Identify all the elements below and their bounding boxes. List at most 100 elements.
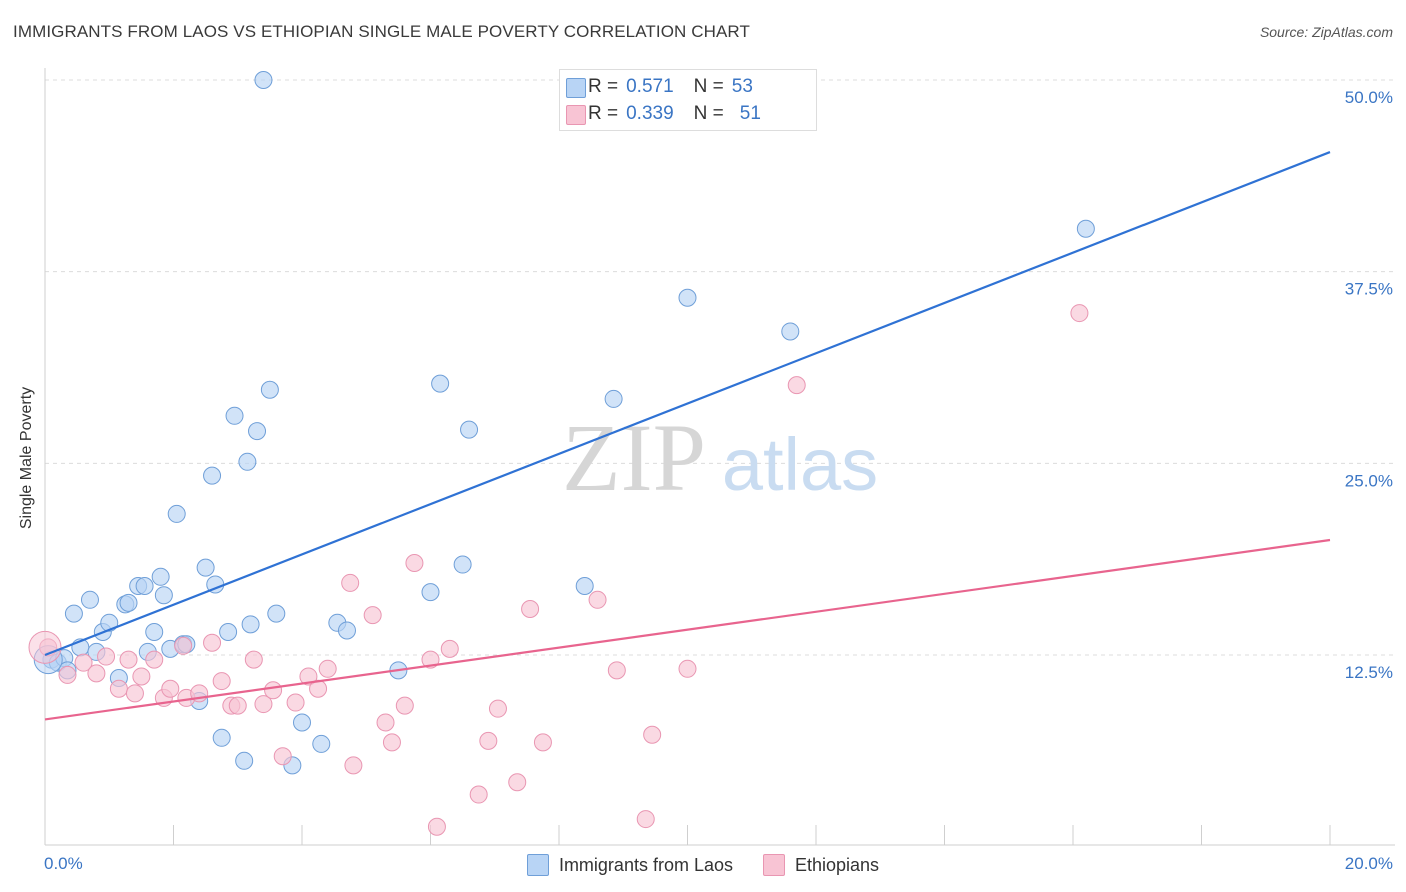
data-point-ethiopians xyxy=(376,713,395,732)
legend-row-laos: R = 0.571 N = 53 xyxy=(566,75,753,99)
data-point-laos xyxy=(225,406,244,425)
data-point-laos xyxy=(248,422,267,441)
legend-n-label: N = xyxy=(693,103,724,124)
data-point-ethiopians xyxy=(299,667,318,686)
data-point-ethiopians xyxy=(286,693,305,712)
data-point-laos xyxy=(678,288,697,307)
data-point-ethiopians xyxy=(87,664,106,683)
data-point-laos xyxy=(453,555,472,574)
data-point-ethiopians xyxy=(58,665,77,684)
data-point-ethiopians xyxy=(318,659,337,678)
data-point-laos xyxy=(212,728,231,747)
data-point-ethiopians xyxy=(421,650,440,669)
data-point-ethiopians xyxy=(1070,304,1089,323)
data-point-ethiopians xyxy=(74,653,93,672)
series-legend: Immigrants from Laos Ethiopians xyxy=(0,852,1406,878)
legend-row-ethiopians: R = 0.339 N = 51 xyxy=(566,102,761,126)
data-point-ethiopians xyxy=(521,600,540,619)
data-point-ethiopians xyxy=(508,773,527,792)
series-ethiopians-points xyxy=(28,304,1089,836)
data-point-laos xyxy=(575,577,594,596)
legend-r-value: 0.339 xyxy=(626,103,674,124)
data-point-laos xyxy=(431,374,450,393)
data-point-ethiopians xyxy=(678,659,697,678)
data-point-ethiopians xyxy=(109,679,128,698)
y-tick-label: 37.5% xyxy=(1345,280,1393,299)
x-tick-label: 0.0% xyxy=(44,854,83,873)
data-point-ethiopians xyxy=(132,667,151,686)
legend-swatch-ethiopians xyxy=(763,854,785,876)
data-point-ethiopians xyxy=(145,650,164,669)
data-point-ethiopians xyxy=(344,756,363,775)
data-point-ethiopians xyxy=(643,725,662,744)
data-point-laos xyxy=(260,380,279,399)
data-point-laos xyxy=(241,615,260,634)
chart-title: IMMIGRANTS FROM LAOS VS ETHIOPIAN SINGLE… xyxy=(13,22,750,41)
x-tick-label: 20.0% xyxy=(1345,854,1393,873)
stats-legend: R = 0.571 N = 53 R = 0.339 N = 51 xyxy=(559,69,817,131)
data-point-laos xyxy=(235,751,254,770)
data-point-ethiopians xyxy=(607,661,626,680)
data-point-laos xyxy=(604,389,623,408)
axes xyxy=(44,68,1395,846)
data-point-ethiopians xyxy=(363,606,382,625)
legend-n-value: 53 xyxy=(731,76,753,97)
legend-swatch-laos xyxy=(566,78,586,98)
data-point-ethiopians xyxy=(341,573,360,592)
data-point-ethiopians xyxy=(161,679,180,698)
tick-labels: 12.5% 25.0% 37.5% 50.0% 0.0% 20.0% xyxy=(44,88,1393,873)
data-point-ethiopians xyxy=(264,681,283,700)
data-point-laos xyxy=(293,713,311,732)
data-point-ethiopians xyxy=(636,810,655,829)
data-point-laos xyxy=(203,466,222,485)
data-point-ethiopians xyxy=(427,817,446,836)
y-tick-label: 12.5% xyxy=(1345,663,1393,682)
legend-item-laos: Immigrants from Laos xyxy=(526,854,733,876)
data-point-ethiopians xyxy=(228,696,247,715)
data-point-laos xyxy=(196,558,215,577)
legend-r-label: R = xyxy=(588,76,619,97)
data-point-ethiopians xyxy=(479,731,498,750)
data-point-laos xyxy=(421,583,440,602)
y-tick-label: 50.0% xyxy=(1345,88,1393,107)
legend-swatch-laos xyxy=(526,854,549,876)
data-point-ethiopians xyxy=(203,633,222,652)
data-point-laos xyxy=(781,322,800,341)
data-point-laos xyxy=(219,623,238,642)
data-point-ethiopians xyxy=(395,696,414,715)
data-point-laos xyxy=(460,420,479,439)
legend-swatch-ethiopians xyxy=(566,105,586,125)
data-point-ethiopians xyxy=(440,639,459,658)
legend-r-label: R = xyxy=(588,103,619,124)
series-laos-points xyxy=(33,71,1095,775)
legend-r-value: 0.571 xyxy=(626,76,674,97)
trend-lines xyxy=(44,151,1331,721)
data-point-laos xyxy=(238,452,257,471)
data-point-laos xyxy=(267,604,286,623)
data-point-laos xyxy=(312,734,331,753)
data-point-ethiopians xyxy=(28,630,62,664)
data-point-laos xyxy=(1076,219,1095,238)
data-point-ethiopians xyxy=(273,747,292,766)
data-point-laos xyxy=(80,590,99,609)
data-point-ethiopians xyxy=(405,554,424,573)
legend-label-laos: Immigrants from Laos xyxy=(558,854,733,875)
trend-line-laos xyxy=(44,151,1331,657)
data-point-ethiopians xyxy=(212,672,231,691)
data-point-laos xyxy=(254,71,273,89)
data-point-ethiopians xyxy=(254,695,273,714)
data-point-ethiopians xyxy=(244,650,263,669)
data-point-ethiopians xyxy=(469,785,488,804)
trend-line-ethiopians xyxy=(44,538,1331,721)
data-point-laos xyxy=(151,567,170,586)
data-point-laos xyxy=(167,504,186,523)
data-point-ethiopians xyxy=(588,590,607,609)
watermark-atlas: atlas xyxy=(722,423,878,506)
data-point-ethiopians xyxy=(382,733,401,752)
source-label: Source: ZipAtlas.com xyxy=(1259,24,1393,40)
data-point-ethiopians xyxy=(488,699,507,718)
legend-n-label: N = xyxy=(693,76,724,97)
data-point-ethiopians xyxy=(533,733,552,752)
grid xyxy=(45,79,1395,656)
